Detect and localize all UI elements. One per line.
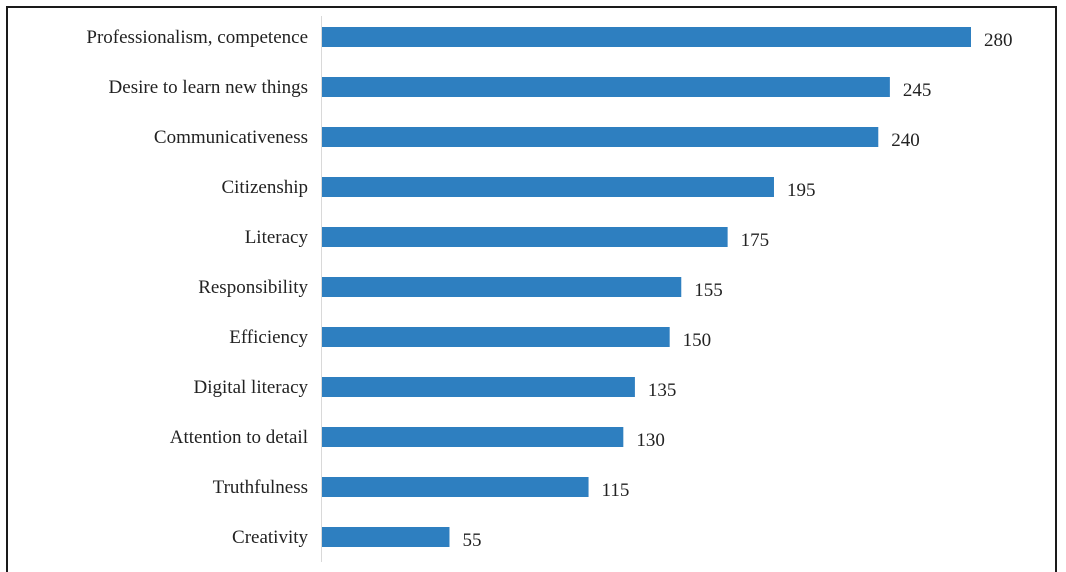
value-labels: 280 245 240 195 175 155 150 135 130 115 55 xyxy=(462,30,1012,551)
value-label-9: 115 xyxy=(602,480,630,501)
bar-2 xyxy=(322,127,879,147)
category-label-5: Responsibility xyxy=(198,277,308,298)
category-label-1: Desire to learn new things xyxy=(109,77,308,98)
value-label-1: 245 xyxy=(903,80,932,101)
bar-8 xyxy=(322,427,624,447)
category-label-3: Citizenship xyxy=(221,177,308,198)
value-label-2: 240 xyxy=(891,130,920,151)
bars xyxy=(322,27,971,547)
bar-6 xyxy=(322,327,670,347)
category-label-9: Truthfulness xyxy=(213,477,308,498)
bar-3 xyxy=(322,177,774,197)
category-label-10: Creativity xyxy=(232,527,308,548)
category-label-4: Literacy xyxy=(245,227,309,248)
value-label-8: 130 xyxy=(636,430,665,451)
bar-1 xyxy=(322,77,890,97)
category-label-0: Professionalism, competence xyxy=(86,27,308,48)
bar-9 xyxy=(322,477,589,497)
value-label-10: 55 xyxy=(462,530,481,551)
bar-5 xyxy=(322,277,682,297)
category-label-2: Communicativeness xyxy=(154,127,308,148)
category-label-7: Digital literacy xyxy=(194,377,309,398)
bar-0 xyxy=(322,27,971,47)
value-label-3: 195 xyxy=(787,180,816,201)
category-labels: Professionalism, competence Desire to lea… xyxy=(86,27,308,548)
value-label-4: 175 xyxy=(741,230,770,251)
value-label-0: 280 xyxy=(984,30,1013,51)
category-label-6: Efficiency xyxy=(229,327,308,348)
value-label-7: 135 xyxy=(648,380,677,401)
value-label-6: 150 xyxy=(683,330,712,351)
bar-10 xyxy=(322,527,450,547)
bar-7 xyxy=(322,377,635,397)
value-label-5: 155 xyxy=(694,280,723,301)
category-label-8: Attention to detail xyxy=(170,427,308,448)
bar-4 xyxy=(322,227,728,247)
